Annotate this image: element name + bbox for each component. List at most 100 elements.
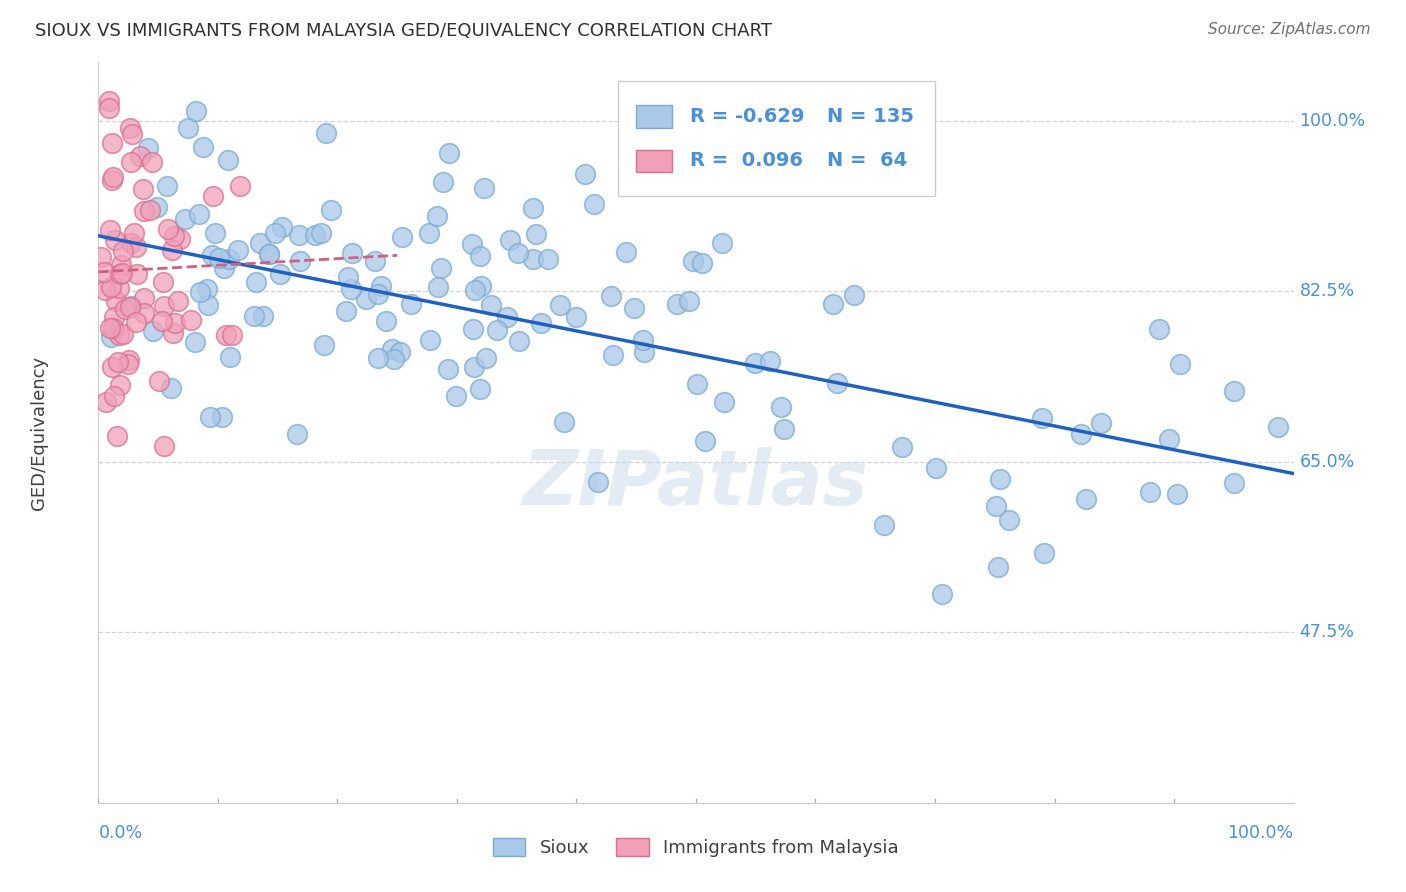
Legend: Sioux, Immigrants from Malaysia: Sioux, Immigrants from Malaysia bbox=[485, 830, 907, 864]
Point bbox=[401, 297, 423, 311]
Point bbox=[110, 258, 132, 272]
Point bbox=[120, 301, 142, 315]
Point bbox=[271, 220, 294, 235]
Point bbox=[215, 328, 238, 343]
FancyBboxPatch shape bbox=[619, 81, 935, 195]
Point bbox=[461, 322, 484, 336]
Point bbox=[180, 312, 202, 326]
Point bbox=[100, 280, 122, 294]
Point bbox=[118, 121, 141, 136]
Point bbox=[925, 461, 948, 475]
Point bbox=[1033, 546, 1056, 560]
Point bbox=[108, 327, 131, 342]
Point bbox=[614, 245, 637, 260]
Point bbox=[444, 389, 467, 403]
Text: R =  0.096: R = 0.096 bbox=[690, 152, 803, 170]
Point bbox=[631, 333, 654, 347]
Point bbox=[304, 228, 326, 243]
Point bbox=[825, 376, 848, 391]
Point bbox=[526, 227, 548, 242]
Point bbox=[142, 324, 165, 338]
Point bbox=[508, 334, 530, 349]
Point bbox=[100, 330, 122, 344]
Point bbox=[367, 351, 389, 365]
Point bbox=[468, 382, 491, 396]
Point bbox=[678, 294, 700, 309]
Point bbox=[218, 252, 240, 266]
Point bbox=[548, 297, 571, 311]
Point bbox=[101, 359, 124, 374]
Point bbox=[229, 179, 252, 194]
Point bbox=[537, 252, 560, 266]
Point bbox=[184, 103, 207, 118]
Point bbox=[463, 360, 485, 375]
Point bbox=[111, 266, 134, 280]
Point bbox=[228, 244, 250, 258]
Point bbox=[426, 280, 449, 294]
Point bbox=[150, 314, 173, 328]
Point bbox=[574, 167, 596, 181]
Point bbox=[188, 285, 211, 299]
Point bbox=[823, 296, 845, 310]
Point bbox=[129, 149, 152, 163]
Point bbox=[105, 429, 128, 443]
Point bbox=[214, 260, 236, 275]
Point bbox=[125, 240, 148, 254]
Point bbox=[586, 475, 609, 489]
Point bbox=[354, 293, 377, 307]
Point bbox=[136, 140, 159, 154]
Point bbox=[146, 200, 169, 214]
Point bbox=[148, 374, 170, 388]
Point bbox=[120, 299, 142, 313]
Point bbox=[772, 422, 794, 436]
Point bbox=[391, 229, 413, 244]
Point bbox=[337, 269, 360, 284]
Point bbox=[160, 244, 183, 258]
Point bbox=[101, 136, 124, 150]
Text: Source: ZipAtlas.com: Source: ZipAtlas.com bbox=[1208, 22, 1371, 37]
Point bbox=[125, 315, 148, 329]
Point bbox=[184, 335, 207, 350]
Point bbox=[367, 287, 389, 301]
Point bbox=[117, 353, 139, 368]
Point bbox=[132, 306, 155, 320]
Point bbox=[112, 326, 135, 341]
Point bbox=[197, 282, 219, 296]
Point bbox=[1070, 427, 1092, 442]
Point bbox=[103, 321, 125, 335]
Point bbox=[269, 267, 291, 281]
Point bbox=[464, 283, 486, 297]
Point bbox=[461, 237, 484, 252]
Point bbox=[98, 222, 121, 236]
Point bbox=[633, 344, 655, 359]
Point bbox=[163, 229, 186, 244]
Point bbox=[103, 310, 125, 324]
Point bbox=[285, 427, 308, 442]
Point bbox=[553, 415, 575, 429]
Point bbox=[127, 268, 149, 282]
Point bbox=[1139, 484, 1161, 499]
Point bbox=[208, 251, 231, 265]
Point bbox=[429, 260, 451, 275]
Point bbox=[744, 356, 766, 370]
Point bbox=[931, 587, 953, 601]
Point bbox=[1267, 420, 1289, 434]
Point bbox=[437, 146, 460, 161]
Point bbox=[120, 235, 142, 250]
Point bbox=[163, 317, 186, 331]
Point bbox=[156, 179, 179, 194]
Point bbox=[139, 203, 162, 218]
Point bbox=[315, 126, 337, 140]
Point bbox=[108, 378, 131, 392]
Point bbox=[259, 247, 281, 261]
Point bbox=[665, 296, 688, 310]
Point bbox=[174, 211, 197, 226]
Text: 82.5%: 82.5% bbox=[1299, 283, 1354, 301]
Point bbox=[1170, 357, 1192, 371]
Point bbox=[522, 201, 544, 215]
Point bbox=[90, 250, 112, 264]
Point bbox=[124, 226, 146, 240]
Point bbox=[114, 301, 136, 316]
Point bbox=[686, 376, 709, 391]
Point bbox=[364, 253, 387, 268]
